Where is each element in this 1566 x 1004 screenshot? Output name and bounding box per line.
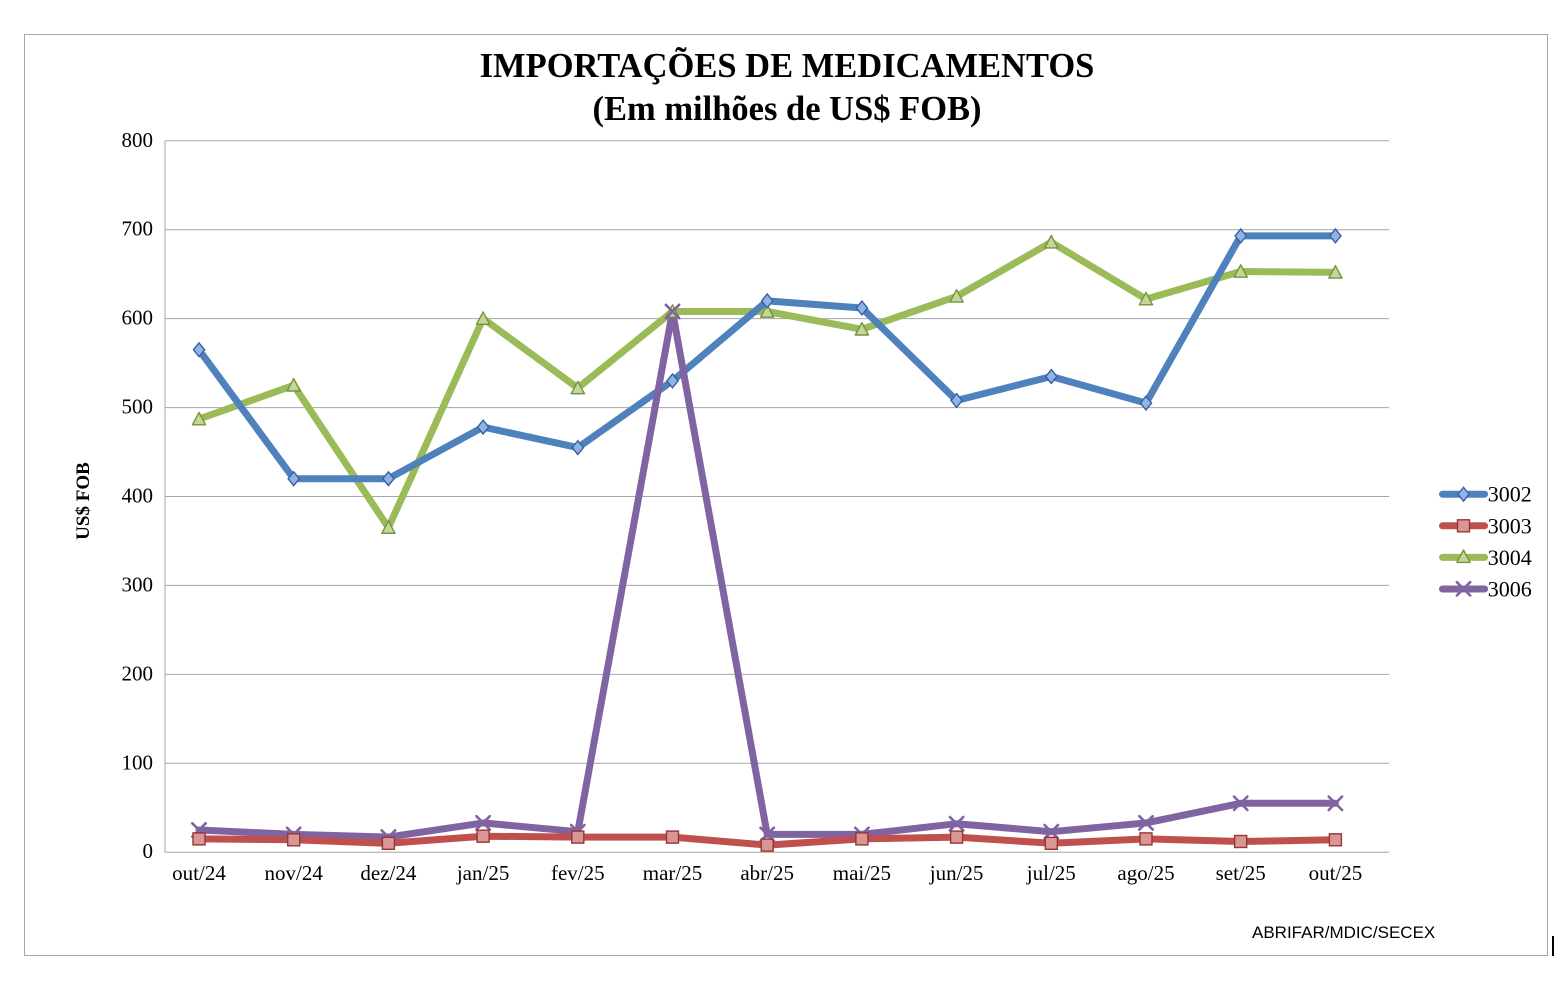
svg-text:out/24: out/24 — [172, 861, 226, 885]
svg-text:500: 500 — [122, 395, 154, 419]
svg-text:mai/25: mai/25 — [833, 861, 891, 885]
svg-text:dez/24: dez/24 — [360, 861, 416, 885]
svg-text:3006: 3006 — [1488, 577, 1532, 602]
svg-text:800: 800 — [122, 128, 154, 152]
svg-text:nov/24: nov/24 — [265, 861, 324, 885]
svg-text:3003: 3003 — [1488, 513, 1532, 538]
svg-text:jan/25: jan/25 — [456, 861, 510, 885]
svg-text:out/25: out/25 — [1309, 861, 1363, 885]
svg-text:abr/25: abr/25 — [740, 861, 794, 885]
svg-text:jul/25: jul/25 — [1026, 861, 1076, 885]
svg-text:300: 300 — [122, 572, 154, 596]
svg-text:3004: 3004 — [1488, 545, 1532, 570]
svg-text:jun/25: jun/25 — [929, 861, 984, 885]
svg-text:200: 200 — [122, 661, 154, 685]
svg-text:fev/25: fev/25 — [551, 861, 605, 885]
svg-text:600: 600 — [122, 306, 154, 330]
svg-text:400: 400 — [122, 484, 154, 508]
svg-text:ago/25: ago/25 — [1117, 861, 1174, 885]
svg-text:0: 0 — [143, 839, 154, 863]
svg-text:mar/25: mar/25 — [643, 861, 702, 885]
svg-text:3002: 3002 — [1488, 482, 1532, 507]
svg-text:set/25: set/25 — [1216, 861, 1266, 885]
svg-text:100: 100 — [122, 750, 154, 774]
svg-text:700: 700 — [122, 217, 154, 241]
